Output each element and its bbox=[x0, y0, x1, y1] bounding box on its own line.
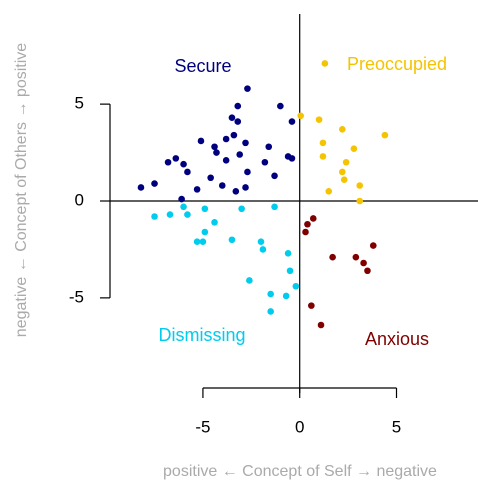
y-axis-label: negative ← Concept of Others → positive bbox=[13, 43, 30, 337]
point bbox=[211, 219, 218, 226]
x-tick-label: 0 bbox=[295, 417, 304, 436]
point bbox=[288, 155, 296, 162]
point bbox=[242, 139, 249, 147]
point bbox=[309, 215, 317, 222]
point bbox=[325, 188, 333, 195]
point bbox=[236, 151, 244, 158]
point bbox=[180, 160, 187, 168]
point bbox=[259, 246, 267, 253]
point bbox=[151, 180, 158, 187]
quadrant-label: Preoccupied bbox=[347, 54, 447, 74]
point bbox=[288, 118, 296, 125]
point bbox=[356, 197, 364, 205]
point bbox=[222, 157, 230, 164]
point bbox=[319, 139, 327, 147]
point bbox=[166, 211, 174, 218]
point bbox=[180, 203, 187, 211]
point bbox=[232, 188, 240, 195]
point bbox=[184, 211, 191, 218]
point bbox=[381, 131, 389, 139]
point bbox=[338, 126, 346, 133]
point bbox=[297, 112, 304, 120]
point bbox=[193, 186, 201, 193]
point bbox=[242, 184, 249, 191]
point bbox=[207, 174, 214, 182]
point bbox=[360, 259, 367, 267]
point bbox=[193, 238, 201, 245]
point bbox=[342, 158, 350, 166]
point bbox=[238, 205, 245, 213]
point bbox=[172, 155, 180, 162]
point bbox=[267, 290, 274, 298]
point bbox=[234, 118, 242, 125]
y-tick-label: 5 bbox=[75, 94, 84, 113]
x-tick-label: 5 bbox=[392, 417, 401, 436]
point bbox=[222, 135, 230, 143]
x-tick-label: -5 bbox=[195, 417, 210, 436]
point bbox=[178, 195, 185, 203]
point bbox=[201, 228, 209, 236]
point bbox=[244, 168, 251, 176]
point bbox=[164, 158, 172, 166]
point bbox=[364, 267, 371, 275]
point bbox=[137, 184, 145, 191]
point bbox=[199, 238, 207, 245]
x-axis-label: positive ← Concept of Self → negative bbox=[163, 463, 437, 480]
point bbox=[271, 172, 278, 180]
point bbox=[356, 182, 364, 189]
point bbox=[352, 253, 360, 261]
point bbox=[244, 85, 251, 92]
point bbox=[319, 153, 327, 160]
quadrant-label: Dismissing bbox=[158, 325, 245, 345]
point bbox=[302, 228, 309, 236]
point bbox=[257, 238, 265, 245]
point bbox=[213, 149, 220, 156]
point bbox=[304, 220, 311, 228]
point bbox=[265, 143, 273, 151]
point bbox=[340, 176, 348, 183]
point bbox=[329, 253, 336, 261]
point bbox=[211, 143, 218, 151]
point bbox=[184, 168, 191, 176]
point bbox=[201, 205, 209, 213]
point bbox=[338, 168, 346, 176]
point bbox=[282, 292, 290, 300]
point bbox=[292, 282, 300, 290]
quadrant-label: Anxious bbox=[365, 329, 429, 349]
point bbox=[317, 321, 325, 329]
point bbox=[308, 302, 315, 309]
point bbox=[228, 114, 236, 121]
y-tick-label: -5 bbox=[69, 287, 84, 306]
point bbox=[321, 60, 329, 67]
point bbox=[315, 116, 323, 123]
point bbox=[234, 102, 242, 110]
point bbox=[230, 131, 238, 139]
point bbox=[151, 213, 158, 220]
point bbox=[284, 250, 292, 257]
point bbox=[277, 102, 284, 110]
point bbox=[218, 182, 226, 189]
point bbox=[267, 308, 274, 315]
quadrant-label: Secure bbox=[174, 56, 231, 76]
point bbox=[350, 145, 358, 152]
point bbox=[286, 267, 294, 275]
point bbox=[369, 242, 377, 249]
point bbox=[271, 203, 278, 211]
point bbox=[228, 236, 236, 244]
y-tick-label: 0 bbox=[75, 190, 84, 209]
point bbox=[246, 277, 253, 284]
point bbox=[197, 137, 205, 145]
point bbox=[261, 158, 269, 166]
